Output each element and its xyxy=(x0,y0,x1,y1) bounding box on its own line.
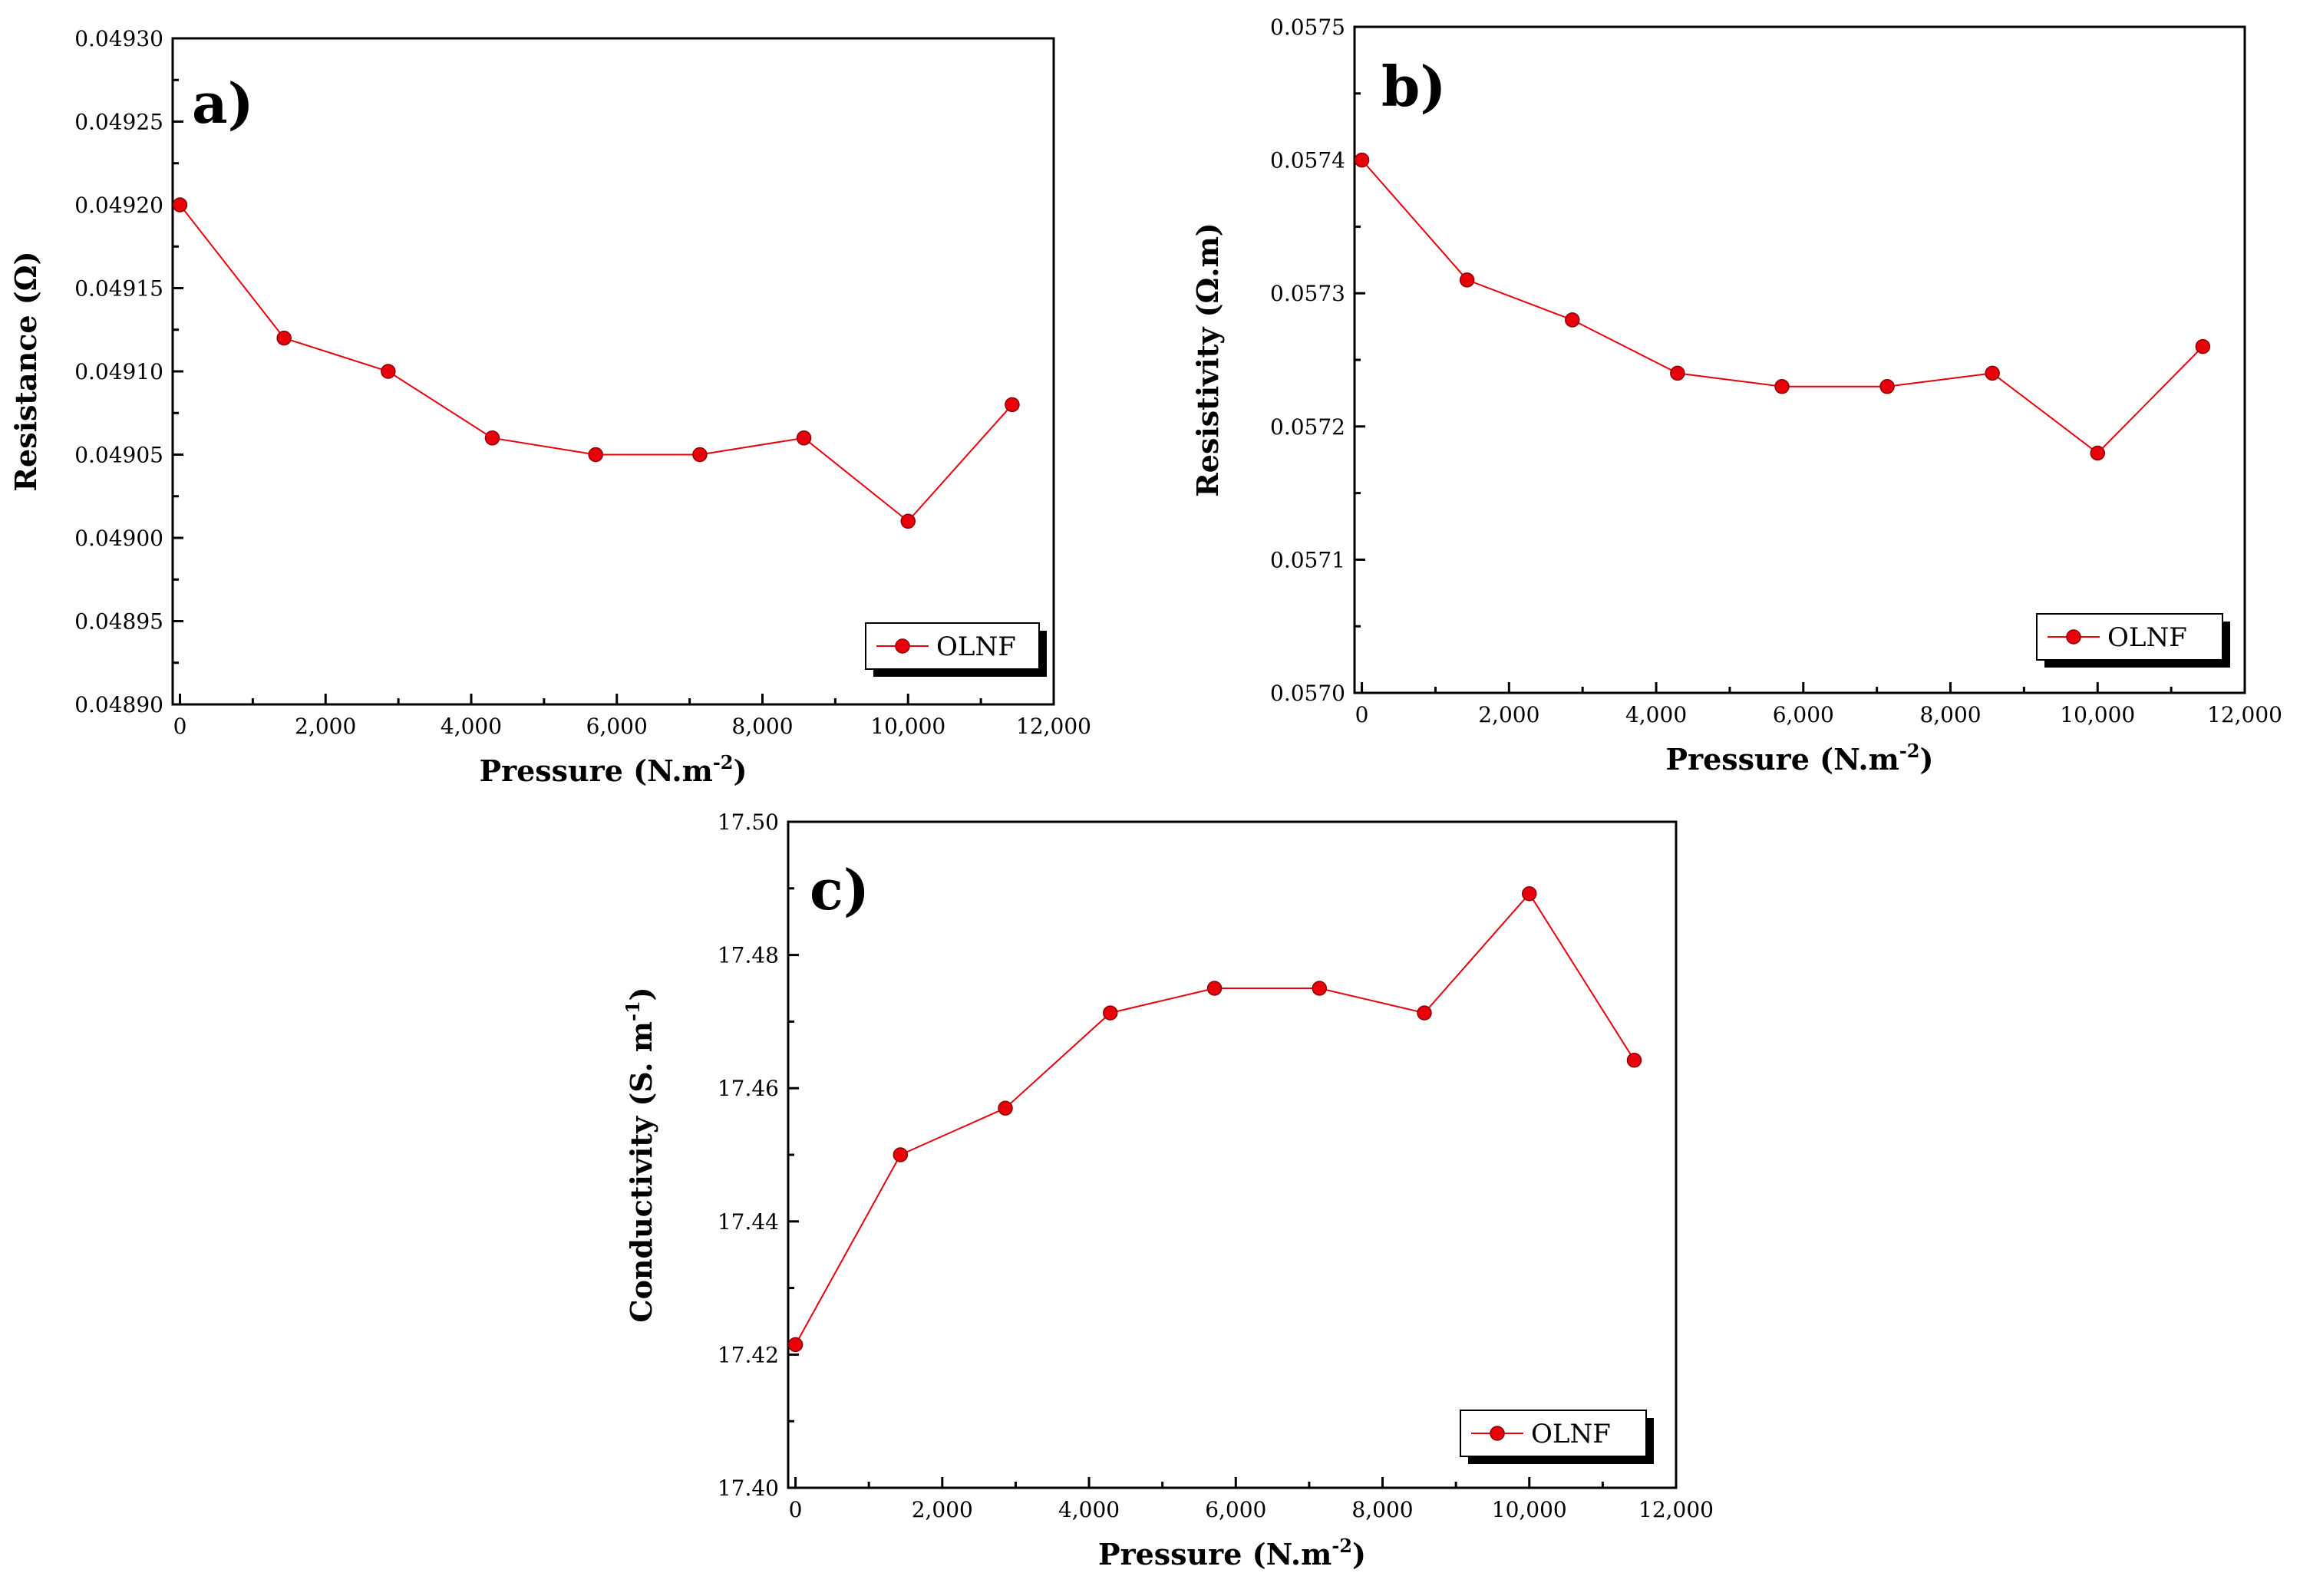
panel-c-ytick-label: 17.44 xyxy=(718,1209,779,1235)
panel-b-ytick-label: 0.0572 xyxy=(1270,414,1345,440)
panel-b-label: b) xyxy=(1381,54,1446,119)
panel-a-data-point xyxy=(900,513,916,529)
panel-c-xlabel: Pressure (N.m-2) xyxy=(1098,1535,1366,1571)
panel-c-ylabel: Conductivity (S. m-1) xyxy=(622,987,658,1322)
panel-b: 0 2,000 4,000 6,000 8,000 10,000 12,000 0.0570 0… xyxy=(1190,15,2282,777)
panel-b-data-point xyxy=(1879,378,1895,394)
panel-c-data-point xyxy=(1206,981,1223,996)
panel-a-ytick-label: 0.04900 xyxy=(74,526,163,551)
panel-b-ylabel: Resistivity (Ω.m) xyxy=(1190,223,1225,497)
panel-a-ytick-label: 0.04910 xyxy=(74,359,163,384)
panel-c-data-point xyxy=(1103,1005,1118,1021)
panel-a-xtick-label: 2,000 xyxy=(295,714,356,739)
panel-a-data-point xyxy=(381,364,396,379)
panel-b-ytick-label: 0.0571 xyxy=(1270,547,1345,572)
panel-b-ytick-label: 0.0573 xyxy=(1270,281,1345,306)
panel-c-data-point xyxy=(1417,1005,1432,1021)
panel-a-ytick-label: 0.04930 xyxy=(74,26,163,51)
panel-b-data-point xyxy=(1459,272,1475,288)
panel-a-xtick-label: 8,000 xyxy=(731,714,793,739)
panel-c-data-point xyxy=(1522,885,1537,902)
panel-c-xtick-label: 8,000 xyxy=(1351,1497,1413,1522)
panel-c-data-point xyxy=(787,1337,804,1353)
panel-a-ytick-label: 0.04915 xyxy=(74,276,163,302)
panel-b-ytick-label: 0.0570 xyxy=(1270,681,1345,706)
panel-c-xtick-label: 6,000 xyxy=(1205,1497,1266,1522)
panel-c-xtick-label: 4,000 xyxy=(1058,1497,1120,1522)
panel-c-data-point xyxy=(1312,981,1328,996)
panel-b-xtick-label: 0 xyxy=(1355,702,1369,727)
panel-a-ytick-label: 0.04920 xyxy=(74,193,163,218)
panel-a-ytick-label: 0.04925 xyxy=(74,110,163,135)
panel-b-data-point xyxy=(1670,365,1685,381)
panel-b-xlabel: Pressure (N.m-2) xyxy=(1666,740,1934,777)
panel-b-data-point xyxy=(1774,378,1790,394)
panel-b-xtick-label: 4,000 xyxy=(1625,702,1687,727)
panel-c-xtick-label: 12,000 xyxy=(1638,1497,1714,1522)
panel-c-label: c) xyxy=(810,857,870,922)
panel-b-ytick-label: 0.0575 xyxy=(1270,15,1345,40)
panel-b-xtick-label: 10,000 xyxy=(2060,702,2135,727)
panel-a-data-point xyxy=(276,330,292,346)
panel-a-label: a) xyxy=(192,71,254,136)
panel-a-legend-marker xyxy=(895,638,910,654)
panel-c-xtick-label: 10,000 xyxy=(1492,1497,1567,1522)
panel-a-xtick-label: 0 xyxy=(173,714,187,739)
panel-c: 0 2,000 4,000 6,000 8,000 10,000 12,000 17.40 17… xyxy=(622,810,1714,1571)
panel-a-data-point xyxy=(588,447,603,463)
panel-b-data-point xyxy=(1985,365,2000,381)
panel-c-legend-marker xyxy=(1490,1426,1505,1441)
panel-a-xtick-label: 10,000 xyxy=(870,714,945,739)
panel-c-legend-label: OLNF xyxy=(1531,1419,1611,1449)
panel-b-legend-marker xyxy=(2066,629,2081,645)
panel-a: 0 2,000 4,000 6,000 8,000 10,000 12,000 0.04890… xyxy=(8,26,1091,788)
panel-a-xlabel: Pressure (N.m-2) xyxy=(480,751,747,788)
panel-b-xtick-label: 8,000 xyxy=(1919,702,1981,727)
panel-a-ytick-label: 0.04895 xyxy=(74,609,163,635)
panel-a-data-point xyxy=(796,430,812,446)
panel-c-ytick-label: 17.48 xyxy=(718,943,779,968)
panel-a-xtick-label: 6,000 xyxy=(586,714,648,739)
panel-a-ytick-label: 0.04905 xyxy=(74,443,163,468)
panel-a-data-point xyxy=(172,197,188,213)
panel-a-ytick-label: 0.04890 xyxy=(74,692,163,717)
panel-c-ytick-label: 17.50 xyxy=(718,810,779,835)
panel-b-legend-label: OLNF xyxy=(2107,622,2187,653)
panel-b-xtick-label: 12,000 xyxy=(2207,702,2282,727)
panel-c-ytick-label: 17.40 xyxy=(718,1476,779,1501)
panel-a-data-point xyxy=(484,430,500,446)
panel-c-data-point xyxy=(1626,1052,1642,1068)
panel-a-ylabel: Resistance (Ω) xyxy=(8,251,43,491)
panel-a-xtick-label: 12,000 xyxy=(1016,714,1091,739)
panel-c-data-point xyxy=(893,1147,909,1162)
panel-b-ytick-label: 0.0574 xyxy=(1270,148,1345,173)
panel-a-legend-label: OLNF xyxy=(936,631,1016,662)
panel-a-xtick-label: 4,000 xyxy=(441,714,502,739)
panel-b-data-point xyxy=(2090,445,2106,461)
panel-b-data-point xyxy=(1565,312,1580,328)
panel-a-data-point xyxy=(1005,397,1020,413)
panel-a-data-point xyxy=(692,447,708,463)
panel-c-xtick-label: 2,000 xyxy=(912,1497,973,1522)
panel-b-data-point xyxy=(2195,338,2211,354)
panel-c-xtick-label: 0 xyxy=(789,1497,803,1522)
panel-b-data-point xyxy=(1354,152,1370,168)
panel-b-xtick-label: 6,000 xyxy=(1773,702,1834,727)
panel-c-data-point xyxy=(998,1100,1013,1116)
panel-b-xtick-label: 2,000 xyxy=(1478,702,1539,727)
panel-c-ytick-label: 17.46 xyxy=(718,1076,779,1101)
panel-c-ytick-label: 17.42 xyxy=(718,1342,779,1367)
